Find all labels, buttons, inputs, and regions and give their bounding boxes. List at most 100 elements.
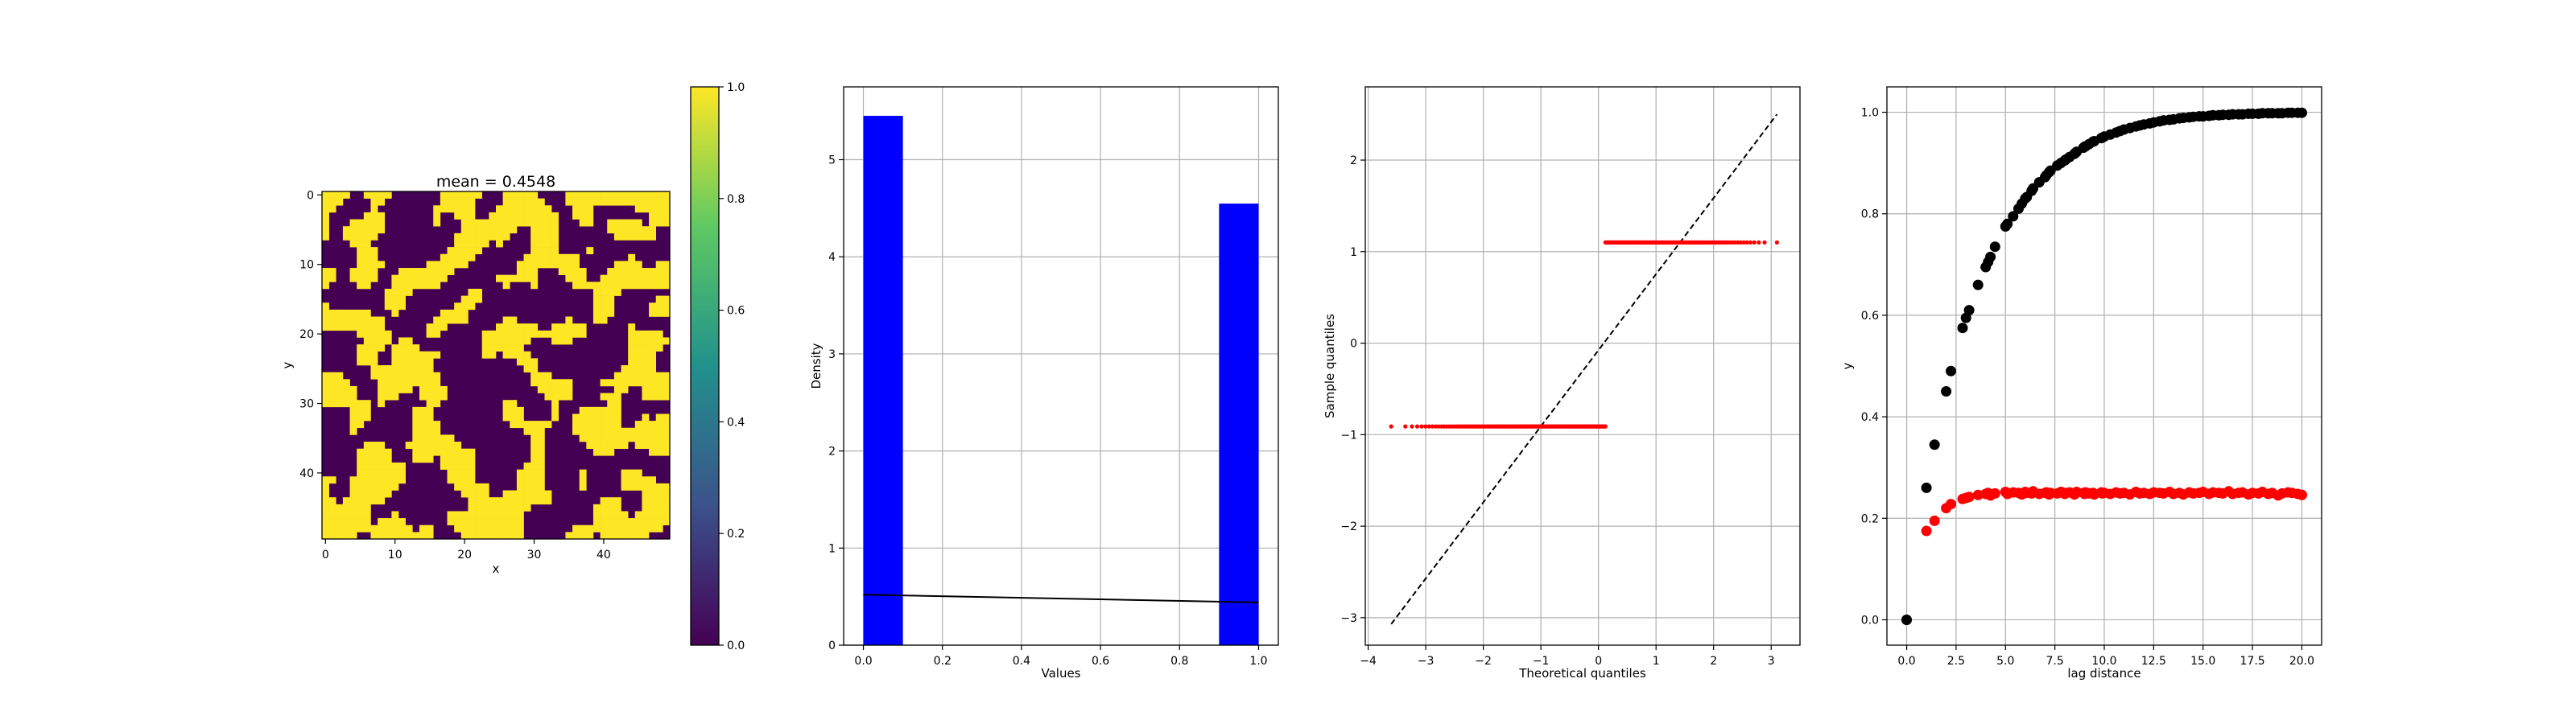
qq-x-label: Theoretical quantiles	[1518, 666, 1646, 681]
heatmap-cell	[496, 524, 503, 533]
heatmap-cell	[613, 434, 621, 442]
colorbar-gradient	[691, 87, 719, 645]
heatmap-cell	[440, 393, 448, 401]
heatmap-cell	[419, 442, 427, 449]
histogram-x-label: Values	[1041, 666, 1080, 681]
heatmap-cell	[592, 442, 601, 449]
heatmap-cell	[496, 226, 503, 234]
heatmap-cell	[628, 253, 636, 261]
heatmap-y-tick-label: 20	[299, 328, 314, 341]
heatmap-cell	[447, 462, 455, 470]
heatmap-cell	[649, 483, 657, 491]
heatmap-cell	[655, 421, 663, 429]
heatmap-cell	[475, 490, 483, 498]
heatmap-cell	[516, 337, 524, 345]
heatmap-cell	[398, 302, 406, 311]
heatmap-cell	[342, 309, 350, 317]
heatmap-cell	[523, 469, 531, 477]
heatmap-cell	[600, 427, 608, 435]
heatmap-cell	[628, 219, 636, 227]
heatmap-cell	[642, 232, 650, 241]
heatmap-cell	[586, 413, 594, 422]
heatmap-cell	[510, 400, 518, 408]
heatmap-cell	[607, 434, 615, 442]
heatmap-cell	[516, 483, 524, 491]
heatmap-cell	[378, 344, 386, 352]
heatmap-cell	[600, 288, 608, 296]
heatmap-cell	[565, 385, 573, 393]
heatmap-cell	[440, 385, 448, 393]
heatmap-cell	[592, 198, 601, 206]
heatmap-cell	[468, 448, 476, 456]
heatmap-cell	[655, 274, 663, 282]
heatmap-cell	[621, 524, 629, 533]
qq-point	[1414, 424, 1420, 429]
heatmap-x-tick-label: 30	[527, 549, 542, 562]
variogram-y-tick-label: 0.4	[1861, 411, 1879, 424]
heatmap-cell	[655, 344, 663, 352]
heatmap-cell	[391, 358, 399, 366]
heatmap-cell	[412, 274, 420, 282]
heatmap-cell	[634, 442, 642, 449]
heatmap-cell	[363, 351, 371, 359]
heatmap-cell	[523, 483, 531, 491]
heatmap-cell	[489, 330, 497, 338]
heatmap-cell	[489, 497, 497, 505]
heatmap-cell	[663, 372, 671, 380]
qq-point	[1774, 240, 1779, 245]
heatmap-cell	[419, 532, 427, 540]
heatmap-cell	[579, 413, 587, 422]
heatmap-cell	[655, 490, 663, 498]
heatmap-cell	[489, 504, 497, 512]
heatmap-cell	[600, 532, 608, 540]
heatmap-cell	[516, 268, 524, 275]
heatmap-cell	[447, 268, 455, 275]
heatmap-cell	[460, 240, 469, 248]
heatmap-cell	[433, 268, 441, 275]
heatmap-cell	[642, 372, 650, 380]
heatmap-cell	[613, 524, 621, 533]
heatmap-cell	[592, 448, 601, 456]
heatmap-cell	[391, 309, 399, 317]
heatmap-cell	[592, 288, 601, 296]
heatmap-cell	[572, 261, 580, 269]
heatmap-cell	[523, 497, 531, 505]
heatmap-cell	[649, 232, 657, 241]
heatmap-cell	[530, 198, 539, 206]
variogram-y-tick-label: 0.6	[1861, 310, 1879, 323]
heatmap-cell	[592, 295, 601, 303]
variogram-x-tick-label: 0.0	[1897, 655, 1915, 668]
heatmap-cell	[378, 226, 386, 234]
heatmap-cell	[502, 330, 510, 338]
heatmap-cell	[398, 518, 406, 526]
heatmap-cell	[398, 295, 406, 303]
heatmap-cell	[586, 247, 594, 255]
heatmap-cell	[530, 191, 539, 199]
heatmap-cell	[363, 253, 371, 261]
heatmap-cell	[551, 379, 559, 387]
heatmap-cell	[433, 372, 441, 380]
heatmap-cell	[537, 476, 545, 484]
heatmap-cell	[412, 455, 420, 463]
heatmap-cell	[363, 337, 371, 345]
heatmap-cell	[398, 532, 406, 540]
heatmap-cell	[642, 504, 650, 512]
heatmap-cell	[655, 427, 663, 435]
heatmap-cell	[357, 490, 365, 498]
heatmap-cell	[544, 261, 552, 269]
heatmap-cell	[378, 372, 386, 380]
heatmap-cell	[613, 282, 621, 290]
heatmap-cell	[370, 316, 378, 324]
variogram-panel: 0.0 2.5 5.0 7.5 10.0 12.5 15.0 17.5 20.0 0.0 0.2 0.…	[1840, 86, 2322, 681]
heatmap-cell	[349, 413, 357, 422]
heatmap-cell	[551, 323, 559, 331]
heatmap-cell	[378, 524, 386, 533]
heatmap-cell	[544, 205, 552, 213]
heatmap-cell	[579, 330, 587, 338]
heatmap-cell	[460, 226, 469, 234]
heatmap-cell	[510, 219, 518, 227]
heatmap-cell	[502, 274, 510, 282]
heatmap-cell	[496, 344, 503, 352]
variogram-x-label: lag distance	[2067, 666, 2140, 681]
heatmap-cell	[565, 191, 573, 199]
